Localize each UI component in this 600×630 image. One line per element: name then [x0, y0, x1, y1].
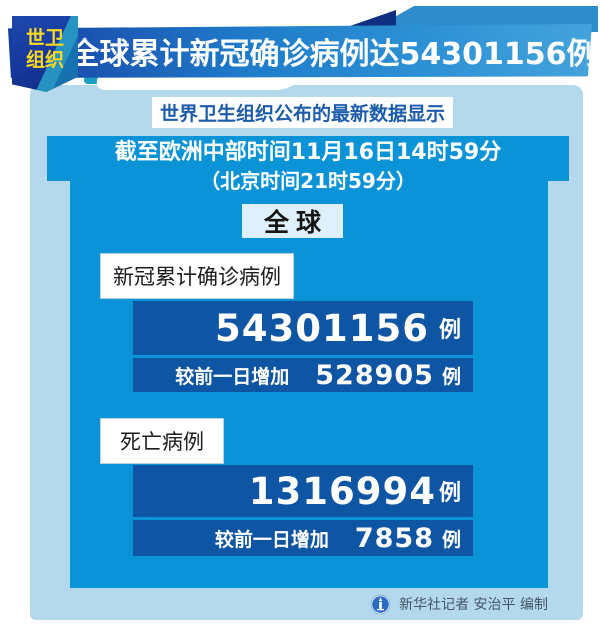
death-delta-value: 7858	[354, 522, 434, 554]
badge-line2: 组织	[25, 49, 64, 71]
page-title: 全球累计新冠确诊病例达54301156例	[69, 37, 597, 72]
death-total-box: 1316994 例	[133, 465, 473, 517]
death-delta-unit: 例	[441, 528, 461, 551]
death-delta-box: 较前一日增加 7858 例	[133, 520, 473, 556]
death-total-value: 1316994	[248, 469, 436, 513]
who-badge: 世卫 组织	[12, 16, 78, 92]
death-total-unit: 例	[438, 481, 461, 506]
confirmed-cases-label: 新冠累计确诊病例	[100, 253, 294, 299]
confirmed-delta-unit: 例	[441, 365, 461, 388]
as-of-date-line2: （北京时间21时59分）	[200, 169, 416, 193]
source-statement-text: 世界卫生组织公布的最新数据显示	[159, 103, 445, 125]
confirmed-total-value: 54301156	[215, 306, 429, 350]
death-cases-label: 死亡病例	[100, 418, 224, 464]
date-banner-background	[47, 136, 569, 181]
confirmed-total-unit: 例	[438, 318, 461, 343]
source-statement: 世界卫生组织公布的最新数据显示	[152, 97, 453, 128]
who-badge-label: 世卫 组织	[12, 16, 78, 71]
region-label: 全球	[242, 204, 343, 238]
confirmed-delta-box: 较前一日增加 528905 例	[133, 358, 473, 392]
credit-text: 新华社记者 安治平 编制	[399, 597, 548, 613]
xinhua-logo-icon	[370, 594, 391, 614]
confirmed-delta-value: 528905	[315, 359, 434, 391]
confirmed-total-box: 54301156 例	[133, 301, 473, 355]
death-delta-label: 较前一日增加	[214, 528, 329, 551]
header-ribbon: 全球累计新冠确诊病例达54301156例	[8, 24, 592, 78]
as-of-date: 截至欧洲中部时间11月16日14时59分 （北京时间21时59分）	[47, 138, 569, 195]
credit-line: 新华社记者 安治平 编制	[370, 592, 548, 616]
ribbon-fold	[350, 10, 396, 26]
confirmed-delta-label: 较前一日增加	[175, 365, 290, 388]
as-of-date-line1: 截至欧洲中部时间11月16日14时59分	[114, 140, 502, 165]
badge-line1: 世卫	[25, 27, 64, 49]
